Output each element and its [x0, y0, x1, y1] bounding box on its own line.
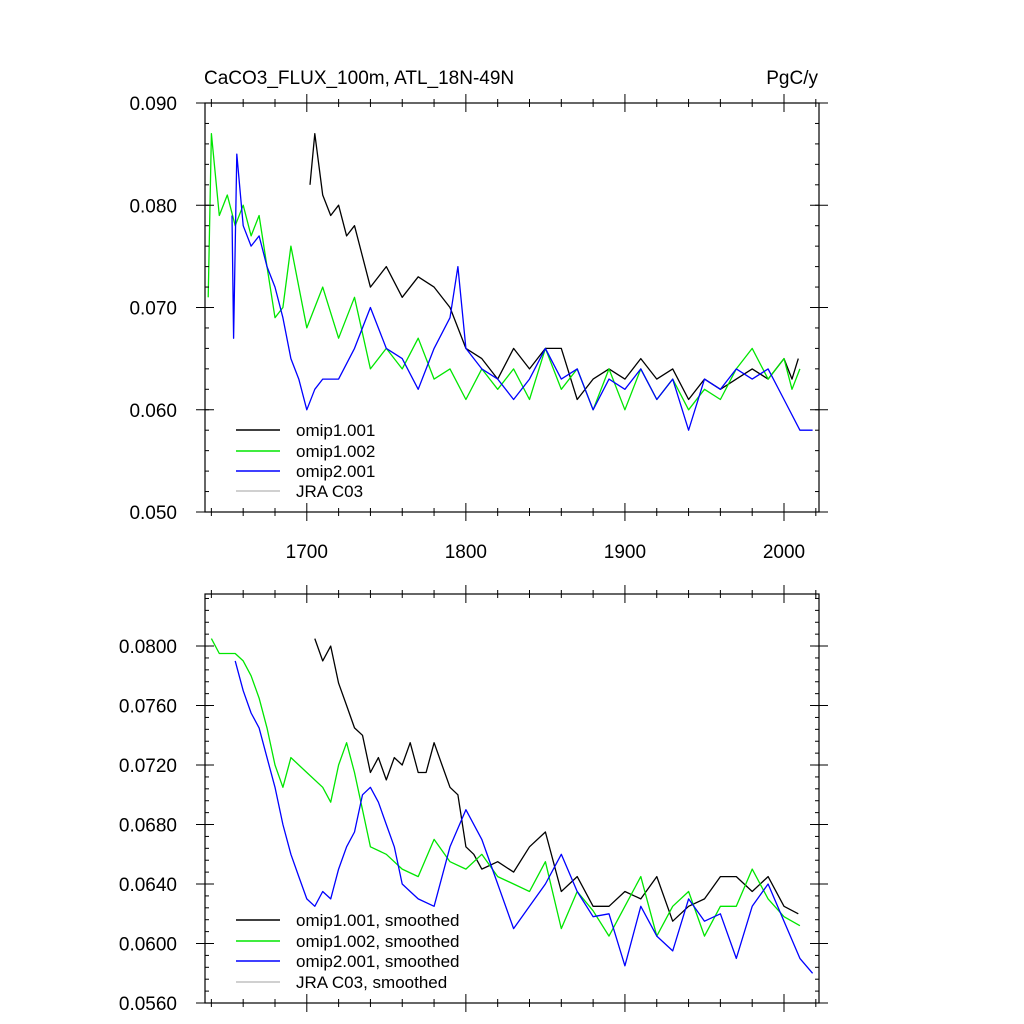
bottom-plot-frame [204, 593, 820, 1004]
top-legend-label-0: omip1.001 [296, 421, 375, 440]
top-legend-label-3: JRA C03 [296, 482, 363, 501]
top-chart-title: CaCO3_FLUX_100m, ATL_18N-49N [204, 68, 514, 89]
bottom-ytick-label-6: 0.0800 [119, 637, 177, 658]
top-legend-label-1: omip1.002 [296, 442, 375, 461]
bottom-ytick-label-4: 0.0720 [119, 756, 177, 777]
bottom-legend-label-0: omip1.001, smoothed [296, 911, 460, 930]
top-ytick-label-1: 0.060 [129, 401, 177, 422]
bottom-ticks-layer: 0.0560 0.0600 0.0640 0.0680 0.0720 0.0760 0.08… [119, 585, 828, 1015]
bottom-ytick-label-1: 0.0600 [119, 935, 177, 956]
bottom-legend-label-2: omip2.001, smoothed [296, 952, 460, 971]
bottom-legend-label-3: JRA C03, smoothed [296, 973, 447, 992]
top-xtick-label-1: 1800 [445, 542, 487, 563]
top-xtick-label-3: 2000 [763, 542, 805, 563]
top-series-layer [207, 133, 813, 431]
bottom-ytick-label-3: 0.0680 [119, 816, 177, 837]
bottom-ytick-label-0: 0.0560 [119, 994, 177, 1015]
bottom-series-line-2 [234, 660, 814, 974]
top-legend: omip1.001 omip1.002 omip2.001 JRA C03 [236, 421, 375, 501]
top-plot-frame [204, 102, 820, 513]
bottom-legend-label-1: omip1.002, smoothed [296, 932, 460, 951]
top-ytick-label-0: 0.050 [129, 503, 177, 524]
bottom-series-layer [210, 638, 814, 974]
top-ytick-label-2: 0.070 [129, 299, 177, 320]
top-series-line-2 [231, 153, 813, 431]
bottom-panel: 0.0560 0.0600 0.0640 0.0680 0.0720 0.0760 0.08… [119, 585, 828, 1015]
top-ytick-label-3: 0.080 [129, 196, 177, 217]
top-ytick-label-4: 0.090 [129, 94, 177, 115]
bottom-series-line-0 [314, 638, 799, 922]
bottom-ytick-label-5: 0.0760 [119, 697, 177, 718]
bottom-ytick-label-2: 0.0640 [119, 875, 177, 896]
top-legend-label-2: omip2.001 [296, 462, 375, 481]
top-xtick-label-0: 1700 [286, 542, 328, 563]
top-series-line-1 [207, 133, 801, 411]
bottom-series-line-1 [210, 638, 801, 937]
top-panel: CaCO3_FLUX_100m, ATL_18N-49N PgC/y 1700 1… [129, 68, 828, 563]
bottom-legend: omip1.001, smoothed omip1.002, smoothed … [236, 911, 460, 992]
top-chart-units: PgC/y [766, 68, 818, 89]
top-xtick-label-2: 1900 [604, 542, 646, 563]
top-series-line-0 [309, 133, 799, 401]
